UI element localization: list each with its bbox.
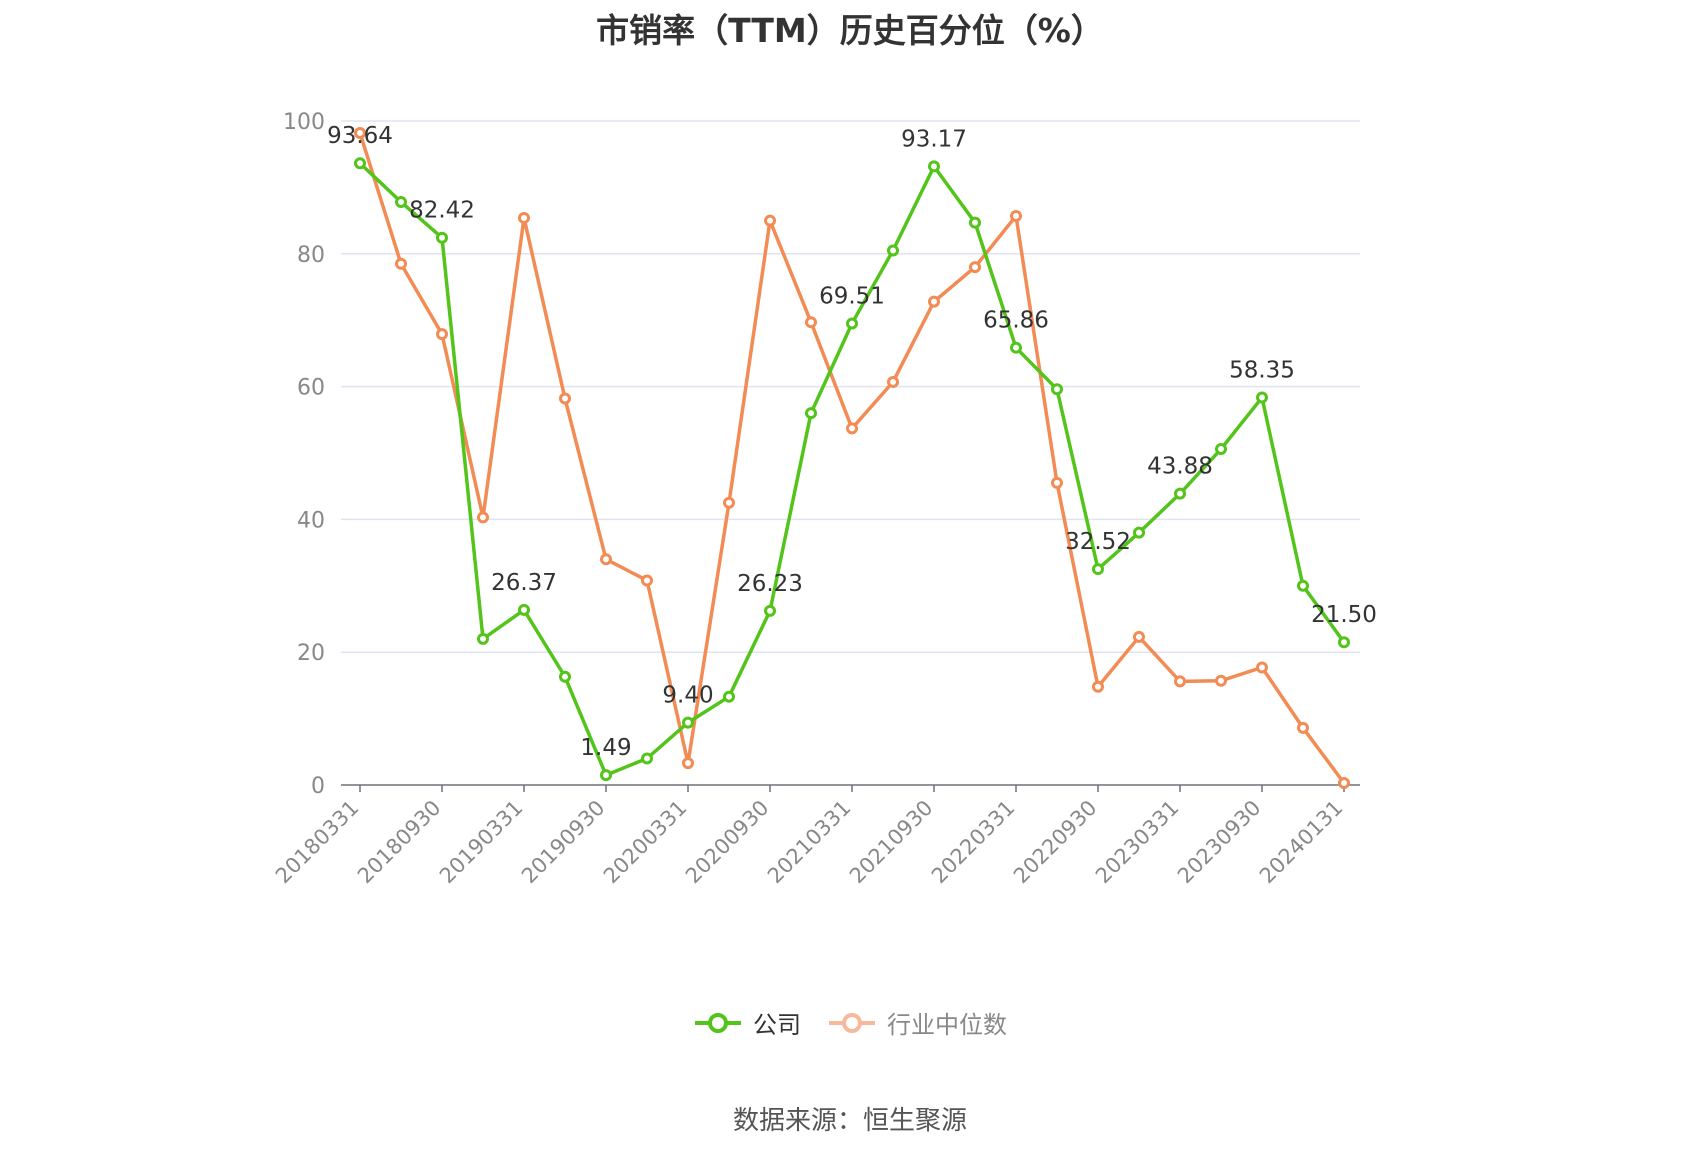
x-tick-label: 20230331 <box>1091 796 1184 889</box>
data-point-industry[interactable] <box>928 295 940 308</box>
y-tick-label: 80 <box>297 243 325 268</box>
legend-company-marker <box>695 1012 741 1033</box>
data-point-company[interactable] <box>436 231 448 244</box>
data-point-company[interactable] <box>1092 563 1104 576</box>
legend-item-company[interactable]: 公司 <box>693 1005 801 1040</box>
data-label: 93.64 <box>327 123 393 149</box>
data-point-industry[interactable] <box>846 422 858 435</box>
data-point-industry[interactable] <box>1174 675 1186 688</box>
data-label: 65.86 <box>983 308 1049 334</box>
data-source: 数据来源：恒生聚源 <box>732 1106 967 1136</box>
data-point-company[interactable] <box>559 670 571 683</box>
data-point-company[interactable] <box>1297 579 1309 592</box>
data-point-industry[interactable] <box>969 261 981 274</box>
x-axis: 2018033120180930201903312019093020200331… <box>271 784 1360 889</box>
x-tick-label: 20180930 <box>353 796 446 889</box>
data-point-industry[interactable] <box>1297 721 1309 734</box>
data-point-industry[interactable] <box>1338 777 1350 790</box>
data-point-company[interactable] <box>354 157 366 170</box>
data-label: 26.23 <box>737 571 803 597</box>
legend-industry-label: 行业中位数 <box>887 1011 1007 1039</box>
data-point-company[interactable] <box>805 407 817 420</box>
line-chart: 0 20 40 60 80 100 201803312018093020190331201… <box>271 110 1377 889</box>
data-point-company[interactable] <box>1051 383 1063 396</box>
x-tick-label: 20210331 <box>763 796 856 889</box>
data-label: 43.88 <box>1147 454 1213 480</box>
data-point-company[interactable] <box>477 632 489 645</box>
data-label: 9.40 <box>662 683 713 709</box>
x-tick-label: 20200331 <box>599 796 692 889</box>
data-point-company[interactable] <box>1133 526 1145 539</box>
data-point-company[interactable] <box>641 752 653 765</box>
data-label: 1.49 <box>580 735 631 761</box>
data-point-industry[interactable] <box>1133 630 1145 643</box>
data-point-industry[interactable] <box>723 496 735 509</box>
data-point-company[interactable] <box>723 690 735 703</box>
y-tick-label: 100 <box>283 110 325 135</box>
data-point-industry[interactable] <box>395 257 407 270</box>
data-point-company[interactable] <box>395 196 407 209</box>
data-point-industry[interactable] <box>682 757 694 770</box>
data-point-company[interactable] <box>1174 487 1186 500</box>
data-label: 69.51 <box>819 283 885 309</box>
legend-industry-marker <box>829 1012 875 1033</box>
data-point-industry[interactable] <box>436 328 448 341</box>
x-tick-label: 20190331 <box>435 796 528 889</box>
data-point-company[interactable] <box>969 216 981 229</box>
data-point-industry[interactable] <box>1256 661 1268 674</box>
chart-title: 市销率（TTM）历史百分位（%） <box>596 11 1104 50</box>
data-point-company[interactable] <box>1010 341 1022 354</box>
data-point-industry[interactable] <box>477 511 489 524</box>
y-axis: 0 20 40 60 80 100 <box>283 110 325 799</box>
y-tick-label: 20 <box>297 641 325 666</box>
x-tick-label: 20190930 <box>517 796 610 889</box>
x-tick-label: 20230930 <box>1173 796 1266 889</box>
data-point-industry[interactable] <box>559 392 571 405</box>
data-point-industry[interactable] <box>764 214 776 227</box>
data-point-industry[interactable] <box>1051 476 1063 489</box>
data-point-industry[interactable] <box>354 126 366 139</box>
data-point-industry[interactable] <box>1010 209 1022 222</box>
x-tick-label: 20180331 <box>271 796 364 889</box>
data-point-industry[interactable] <box>805 316 817 329</box>
data-point-company[interactable] <box>1215 443 1227 456</box>
data-point-company[interactable] <box>764 604 776 617</box>
data-point-company[interactable] <box>846 317 858 330</box>
data-label: 82.42 <box>409 198 475 224</box>
legend-company-label: 公司 <box>753 1011 801 1039</box>
y-tick-label: 60 <box>297 376 325 401</box>
data-point-industry[interactable] <box>518 211 530 224</box>
data-point-company[interactable] <box>682 716 694 729</box>
series-lines <box>354 126 1350 790</box>
data-label: 58.35 <box>1229 358 1295 384</box>
x-tick-label: 20200930 <box>681 796 774 889</box>
data-point-industry[interactable] <box>600 553 612 566</box>
data-point-company[interactable] <box>600 769 612 782</box>
data-point-company[interactable] <box>928 160 940 173</box>
data-point-industry[interactable] <box>1215 674 1227 687</box>
x-tick-label: 20240131 <box>1255 796 1348 889</box>
data-point-industry[interactable] <box>1092 680 1104 693</box>
data-label: 26.37 <box>491 570 557 596</box>
data-point-industry[interactable] <box>887 375 899 388</box>
grid-lines <box>341 120 1360 653</box>
data-label: 93.17 <box>901 126 967 152</box>
data-labels: 93.64 82.42 26.37 1.49 9.40 26.23 69.51 93.17 65… <box>327 123 1377 761</box>
data-point-company[interactable] <box>1256 391 1268 404</box>
legend-item-industry[interactable]: 行业中位数 <box>827 1005 1007 1040</box>
data-label: 21.50 <box>1311 602 1377 628</box>
y-tick-label: 0 <box>311 774 325 799</box>
y-tick-label: 40 <box>297 508 325 533</box>
data-point-company[interactable] <box>887 244 899 257</box>
data-point-company[interactable] <box>1338 636 1350 649</box>
x-tick-label: 20220331 <box>927 796 1020 889</box>
x-tick-label: 20220930 <box>1009 796 1102 889</box>
data-point-industry[interactable] <box>641 574 653 587</box>
legend: 公司 行业中位数 <box>0 1005 1700 1040</box>
x-tick-label: 20210930 <box>845 796 938 889</box>
data-label: 32.52 <box>1065 529 1131 555</box>
data-point-company[interactable] <box>518 603 530 616</box>
